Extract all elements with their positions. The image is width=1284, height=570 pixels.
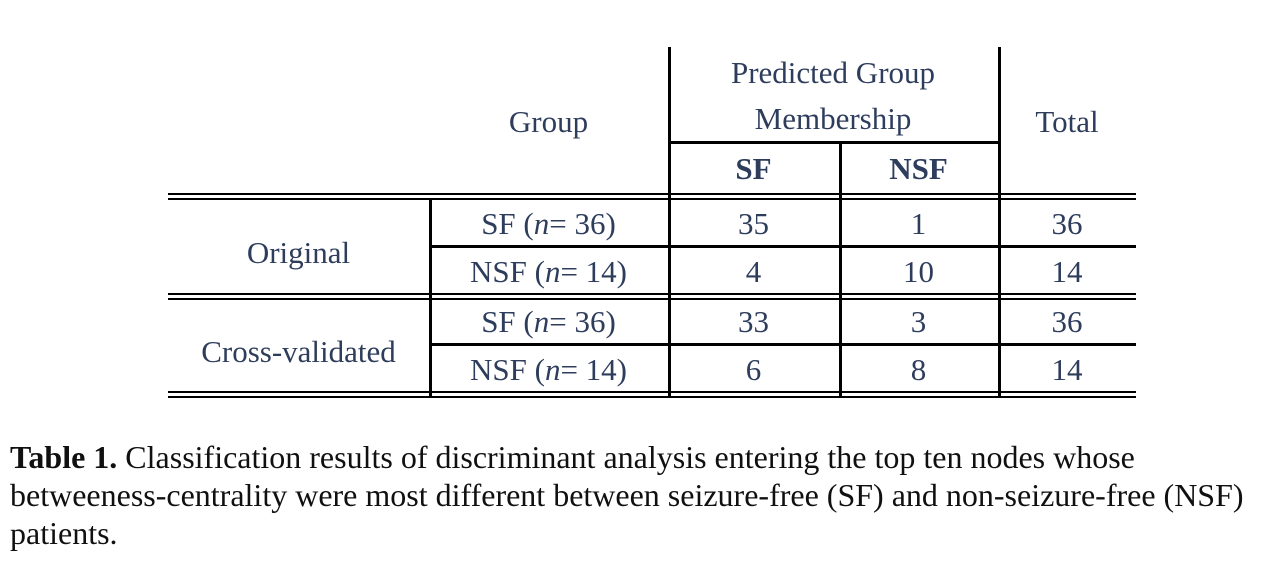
row-label-crossvalidated-sf: SF (n = 36) xyxy=(481,304,616,339)
membership-underline xyxy=(668,141,1001,144)
value-crossvalidated-nsf-nsf: 8 xyxy=(910,352,927,387)
table-caption: Table 1. Classification results of discr… xyxy=(10,438,1280,552)
header-predicted-line2: Membership xyxy=(754,101,912,136)
value-original-nsf-sf: 4 xyxy=(745,254,762,289)
header-group: Group xyxy=(429,47,668,143)
caption-line-2: betweeness-centrality were most differen… xyxy=(10,477,1244,513)
header-nsf-label: NSF xyxy=(889,151,948,186)
value-crossvalidated-nsf-total: 14 xyxy=(1051,352,1083,387)
row-label-original-sf: SF (n = 36) xyxy=(481,206,616,241)
row-separator-original xyxy=(429,245,1136,248)
divider-nsf-total-vertical xyxy=(998,47,1001,398)
value-crossvalidated-nsf-sf: 6 xyxy=(745,352,762,387)
header-group-label: Group xyxy=(508,104,589,139)
row-separator-crossvalidated xyxy=(429,343,1136,346)
divider-sf-nsf-vertical xyxy=(839,141,842,398)
value-crossvalidated-sf-sf: 33 xyxy=(738,304,769,339)
header-total-label: Total xyxy=(1035,104,1099,139)
section-label-cross-validated: Cross-validated xyxy=(201,334,396,369)
value-original-sf-total: 36 xyxy=(1051,206,1083,241)
caption-line-1: Table 1. Classification results of discr… xyxy=(10,439,1135,475)
row-label-original-nsf: NSF (n = 14) xyxy=(469,254,627,289)
caption-line-3: patients. xyxy=(10,515,118,551)
value-crossvalidated-sf-total: 36 xyxy=(1051,304,1083,339)
header-total: Total xyxy=(998,47,1136,143)
value-original-sf-nsf: 1 xyxy=(910,206,927,241)
header-sf: SF xyxy=(668,143,839,193)
value-crossvalidated-sf-nsf: 3 xyxy=(910,304,927,339)
double-rule-top-b xyxy=(168,198,1136,200)
value-original-nsf-total: 14 xyxy=(1051,254,1083,289)
value-original-sf-sf: 35 xyxy=(738,206,769,241)
double-rule-bottom-b xyxy=(168,396,1136,398)
section-label-original: Original xyxy=(246,235,351,270)
double-rule-bottom-a xyxy=(168,391,1136,393)
row-label-crossvalidated-nsf: NSF (n = 14) xyxy=(469,352,627,387)
double-rule-middle-b xyxy=(168,298,1136,300)
header-sf-label: SF xyxy=(735,151,772,186)
divider-group-predicted-vertical xyxy=(668,47,671,398)
header-nsf: NSF xyxy=(839,143,998,193)
caption-title: Table 1. xyxy=(10,439,118,475)
header-predicted-line1: Predicted Group xyxy=(730,55,936,90)
double-rule-middle-a xyxy=(168,293,1136,295)
double-rule-top-a xyxy=(168,193,1136,195)
header-predicted-group-membership: Predicted Group Membership xyxy=(668,47,998,143)
value-original-nsf-nsf: 10 xyxy=(903,254,934,289)
